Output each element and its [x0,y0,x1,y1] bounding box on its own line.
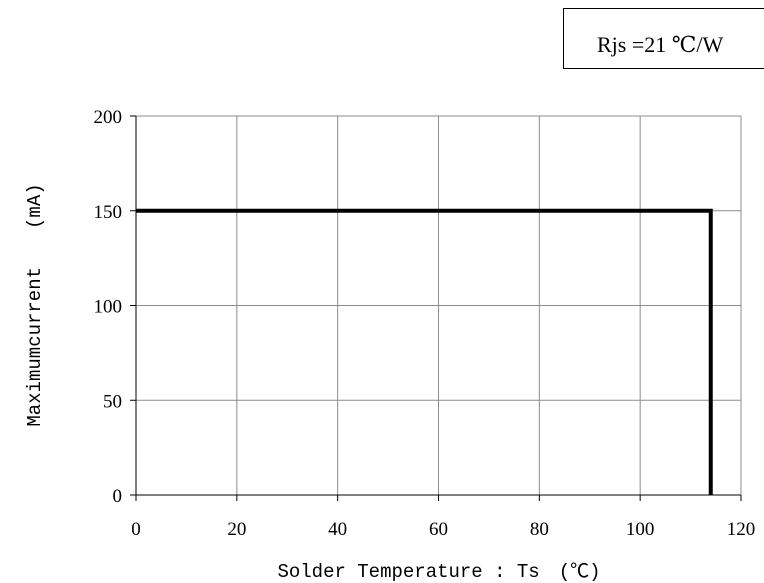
axes [130,115,742,501]
plot-area: 0 20 40 60 80 100 120 0 50 100 150 200 [94,107,756,540]
x-tick-label-40: 40 [328,519,347,540]
x-tick-label-0: 0 [131,519,141,540]
x-tick-label-20: 20 [227,519,246,540]
x-tick-labels: 0 20 40 60 80 100 120 [131,519,755,540]
y-tick-label-200: 200 [94,107,123,128]
x-axis-title: Solder Temperature : Ts (℃) [277,561,600,583]
annotation-border [563,8,764,69]
thermal-resistance-label: Rjs =21 ℃/W [597,32,723,57]
y-tick-label-50: 50 [103,391,122,412]
series-line-0 [136,208,713,495]
x-tick-label-60: 60 [429,519,448,540]
y-tick-labels: 0 50 100 150 200 [94,107,123,507]
y-tick-label-100: 100 [94,297,123,318]
annotation-box: Rjs =21 ℃/W [563,8,764,69]
y-axis-title: Maximumcurrent (mA) [24,183,46,426]
y-tick-label-150: 150 [94,202,123,223]
x-tick-label-120: 120 [727,519,756,540]
y-tick-label-0: 0 [113,486,123,507]
series-group [136,208,713,495]
x-tick-label-80: 80 [530,519,549,540]
x-tick-label-100: 100 [626,519,655,540]
